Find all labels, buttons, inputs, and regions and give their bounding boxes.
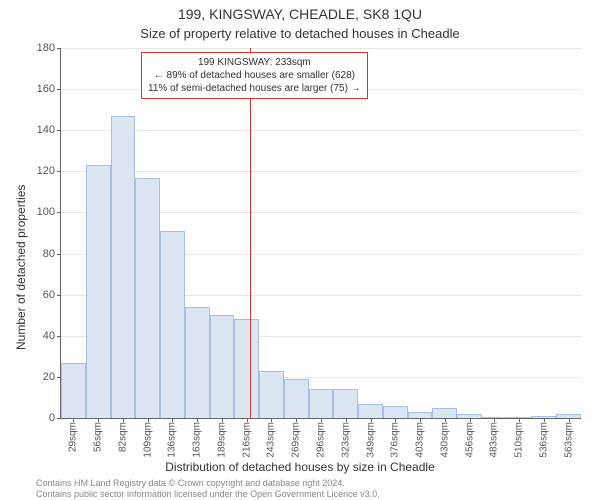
gridline bbox=[61, 48, 581, 49]
annotation-line: 11% of semi-detached houses are larger (… bbox=[148, 82, 361, 95]
histogram-bar bbox=[383, 406, 408, 418]
x-tick-label: 216sqm bbox=[241, 418, 252, 458]
y-tick-label: 100 bbox=[37, 206, 61, 218]
x-tick-label: 349sqm bbox=[365, 418, 376, 458]
histogram-plot: 02040608010012014016018029sqm56sqm82sqm1… bbox=[60, 48, 581, 419]
annotation-box: 199 KINGSWAY: 233sqm← 89% of detached ho… bbox=[141, 52, 368, 99]
histogram-bar bbox=[333, 389, 358, 418]
x-tick-label: 430sqm bbox=[439, 418, 450, 458]
y-tick-label: 20 bbox=[43, 371, 61, 383]
annotation-line: 199 KINGSWAY: 233sqm bbox=[148, 56, 361, 69]
y-tick-label: 120 bbox=[37, 165, 61, 177]
footer-copyright: Contains HM Land Registry data © Crown c… bbox=[36, 478, 345, 488]
histogram-bar bbox=[358, 404, 383, 418]
histogram-bar bbox=[111, 116, 136, 418]
histogram-bar bbox=[160, 231, 185, 418]
x-axis-label: Distribution of detached houses by size … bbox=[0, 460, 600, 474]
x-tick-label: 403sqm bbox=[415, 418, 426, 458]
x-tick-label: 56sqm bbox=[93, 418, 104, 452]
histogram-bar bbox=[234, 319, 259, 418]
y-tick-label: 180 bbox=[37, 42, 61, 54]
y-tick-label: 40 bbox=[43, 330, 61, 342]
histogram-bar bbox=[61, 363, 86, 419]
x-tick-label: 510sqm bbox=[514, 418, 525, 458]
y-tick-label: 60 bbox=[43, 289, 61, 301]
x-tick-label: 82sqm bbox=[117, 418, 128, 452]
reference-line bbox=[250, 48, 251, 418]
page-title: 199, KINGSWAY, CHEADLE, SK8 1QU bbox=[0, 6, 600, 22]
x-tick-label: 563sqm bbox=[563, 418, 574, 458]
histogram-bar bbox=[135, 178, 160, 419]
x-tick-label: 189sqm bbox=[216, 418, 227, 458]
histogram-bar bbox=[210, 315, 235, 418]
x-tick-label: 269sqm bbox=[291, 418, 302, 458]
y-axis-label: Number of detached properties bbox=[14, 185, 28, 350]
x-tick-label: 456sqm bbox=[464, 418, 475, 458]
y-tick-label: 140 bbox=[37, 124, 61, 136]
histogram-bar bbox=[185, 307, 210, 418]
x-tick-label: 296sqm bbox=[316, 418, 327, 458]
page-subtitle: Size of property relative to detached ho… bbox=[0, 26, 600, 41]
x-tick-label: 109sqm bbox=[142, 418, 153, 458]
x-tick-label: 536sqm bbox=[538, 418, 549, 458]
y-tick-label: 80 bbox=[43, 248, 61, 260]
x-tick-label: 376sqm bbox=[390, 418, 401, 458]
footer-licence: Contains public sector information licen… bbox=[36, 489, 380, 499]
histogram-bar bbox=[432, 408, 457, 418]
histogram-bar bbox=[86, 165, 111, 418]
x-tick-label: 323sqm bbox=[340, 418, 351, 458]
histogram-bar bbox=[259, 371, 284, 418]
gridline bbox=[61, 171, 581, 172]
histogram-bar bbox=[309, 389, 334, 418]
x-tick-label: 163sqm bbox=[192, 418, 203, 458]
annotation-line: ← 89% of detached houses are smaller (62… bbox=[148, 69, 361, 82]
y-tick-label: 0 bbox=[49, 412, 61, 424]
x-tick-label: 483sqm bbox=[489, 418, 500, 458]
y-tick-label: 160 bbox=[37, 83, 61, 95]
x-tick-label: 29sqm bbox=[68, 418, 79, 452]
x-tick-label: 243sqm bbox=[266, 418, 277, 458]
gridline bbox=[61, 130, 581, 131]
x-tick-label: 136sqm bbox=[167, 418, 178, 458]
histogram-bar bbox=[284, 379, 309, 418]
